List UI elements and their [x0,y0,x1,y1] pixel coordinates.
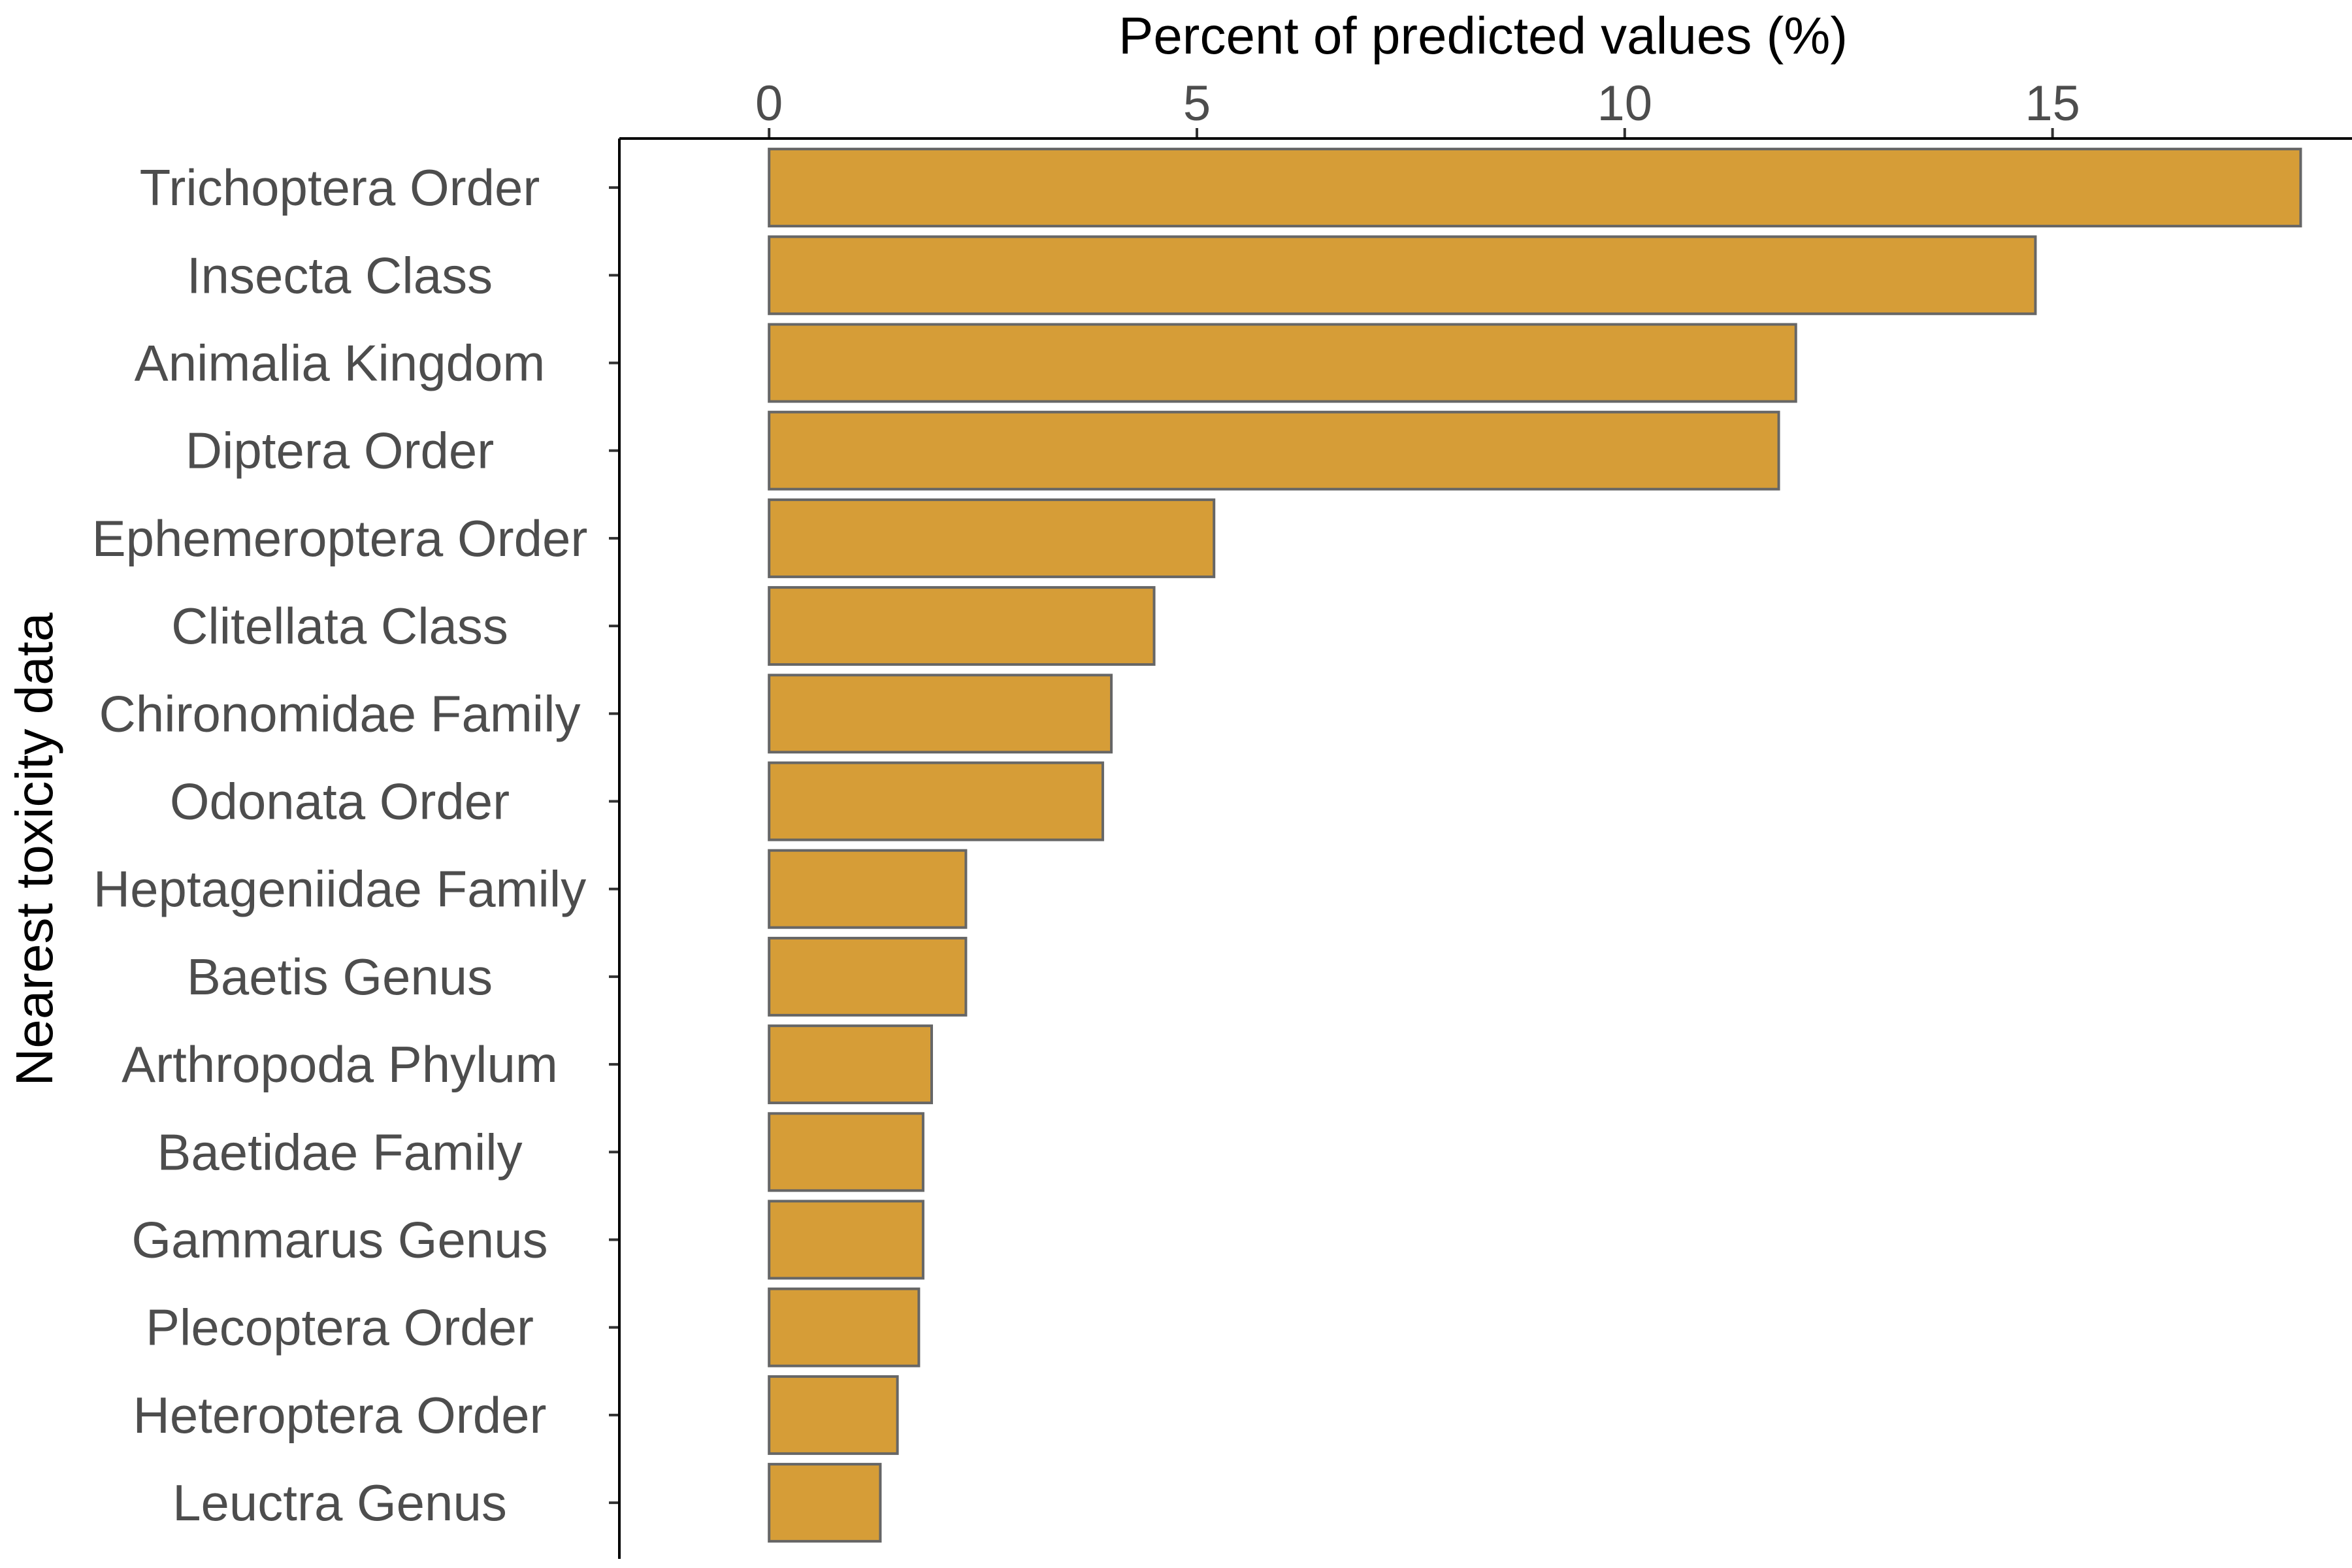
x-tick-label: 5 [1183,76,1211,131]
bar [768,498,1216,578]
bar [768,148,2302,228]
category-label: Baetis Genus [187,948,493,1005]
category-label: Plecoptera Order [146,1299,534,1356]
x-tick-label: 0 [755,76,783,131]
y-axis-ticks [609,186,619,1505]
x-tick-label: 15 [2025,76,2080,131]
bar [768,761,1104,841]
bar [768,849,968,929]
bar [768,1200,924,1280]
category-label: Insecta Class [187,246,493,304]
category-label: Leuctra Genus [172,1474,507,1531]
category-label: Chironomidae Family [99,685,581,742]
bar [768,1375,899,1455]
category-label: Ephemeroptera Order [92,510,588,567]
bar [768,586,1156,666]
category-label: Trichoptera Order [140,159,540,216]
bar [768,1024,934,1105]
x-axis-title: Percent of predicted values (%) [1119,7,1848,65]
category-label: Gammarus Genus [131,1211,547,1269]
category-label: Odonata Order [170,773,510,830]
bar [768,1463,882,1543]
bar [768,410,1780,491]
bar [768,1287,921,1367]
x-tick-label: 10 [1597,76,1653,131]
category-label: Clitellata Class [171,597,508,655]
y-axis-title: Nearest toxicity data [5,612,63,1086]
category-label: Heteroptera Order [133,1386,547,1444]
category-labels: Trichoptera Order Insecta Class Animalia K… [92,159,588,1531]
category-label: Diptera Order [186,422,495,480]
bar [768,674,1113,754]
bar [768,936,968,1017]
bars [768,148,2302,1543]
category-label: Baetidae Family [157,1123,522,1181]
bar [768,235,2037,316]
category-label: Arthropoda Phylum [122,1036,558,1093]
x-axis-ticks: 0 5 10 15 [755,76,2080,139]
bar [768,1112,924,1192]
category-label: Animalia Kingdom [135,335,546,392]
category-label: Heptageniidae Family [93,860,586,918]
bar [768,323,1797,403]
